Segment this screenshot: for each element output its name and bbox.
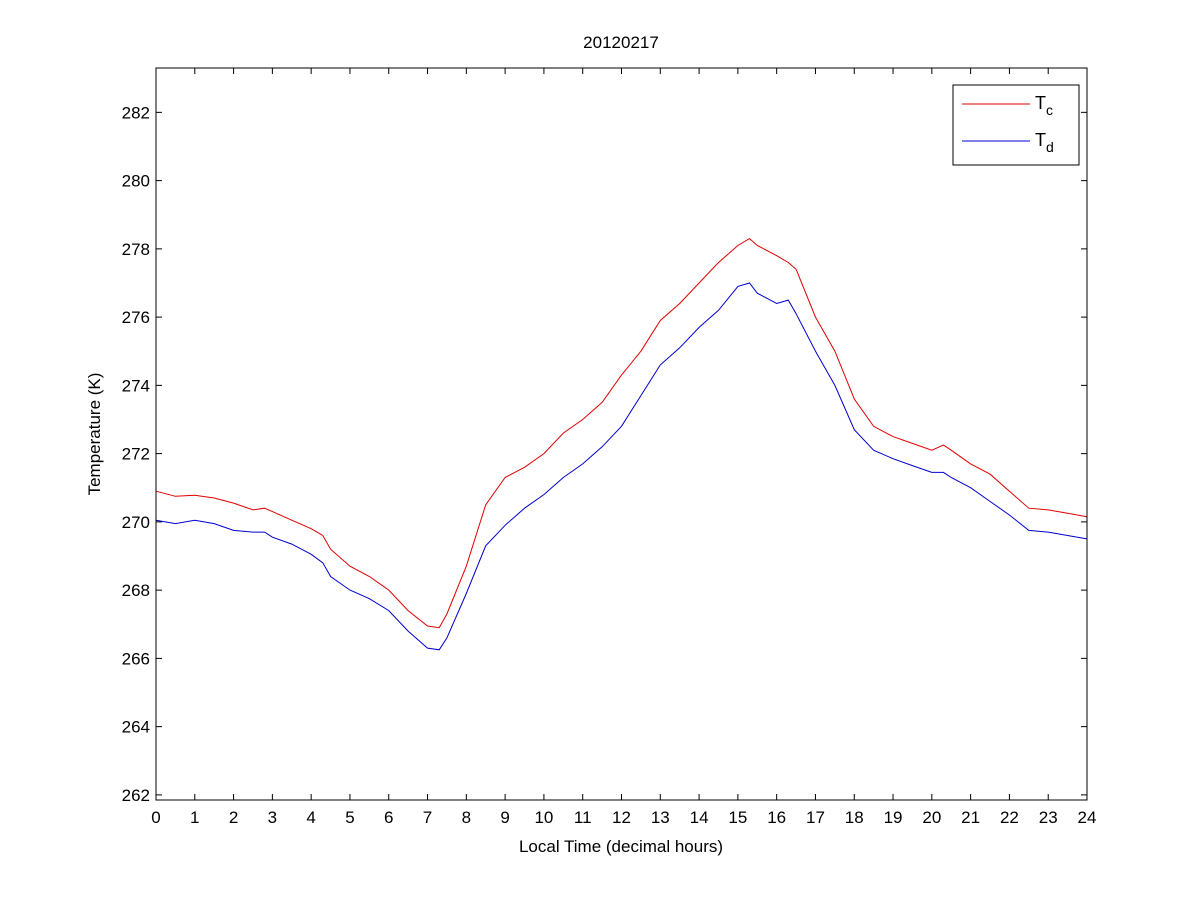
x-tick-label: 1 xyxy=(190,808,199,827)
x-tick-label: 24 xyxy=(1078,808,1097,827)
x-tick-label: 8 xyxy=(462,808,471,827)
y-tick-label: 266 xyxy=(122,649,150,668)
y-tick-label: 274 xyxy=(122,376,150,395)
x-tick-label: 11 xyxy=(574,808,592,827)
y-tick-label: 278 xyxy=(122,240,150,259)
x-tick-label: 23 xyxy=(1039,808,1058,827)
y-tick-label: 262 xyxy=(122,786,150,805)
x-tick-label: 14 xyxy=(690,808,709,827)
x-tick-label: 17 xyxy=(806,808,825,827)
x-tick-label: 9 xyxy=(500,808,509,827)
y-tick-label: 276 xyxy=(122,308,150,327)
legend: Tc Td xyxy=(952,84,1080,166)
x-tick-label: 21 xyxy=(961,808,980,827)
x-tick-label: 16 xyxy=(767,808,786,827)
legend-label: Tc xyxy=(1035,93,1053,118)
y-tick-label: 264 xyxy=(122,718,150,737)
x-tick-label: 20 xyxy=(922,808,941,827)
x-tick-label: 2 xyxy=(229,808,238,827)
x-axis-label: Local Time (decimal hours) xyxy=(519,837,723,856)
x-tick-label: 19 xyxy=(884,808,903,827)
legend-box xyxy=(952,84,1080,166)
x-tick-label: 4 xyxy=(306,808,315,827)
x-tick-label: 5 xyxy=(345,808,354,827)
x-tick-label: 22 xyxy=(1000,808,1019,827)
series-line-Tc xyxy=(155,237,1088,629)
x-tick-label: 13 xyxy=(651,808,670,827)
y-tick-label: 270 xyxy=(122,513,150,532)
x-tick-label: 15 xyxy=(728,808,747,827)
x-tick-label: 12 xyxy=(612,808,631,827)
x-tick-label: 3 xyxy=(268,808,277,827)
x-tick-label: 18 xyxy=(845,808,864,827)
chart-title: 20120217 xyxy=(583,33,659,52)
x-tick-label: 10 xyxy=(534,808,553,827)
y-tick-label: 282 xyxy=(122,103,150,122)
y-tick-label: 280 xyxy=(122,172,150,191)
y-tick-label: 272 xyxy=(122,445,150,464)
y-tick-label: 268 xyxy=(122,581,150,600)
plot-area-frame xyxy=(155,67,1088,801)
x-tick-label: 0 xyxy=(151,808,160,827)
legend-label: Td xyxy=(1035,130,1054,155)
x-tick-label: 7 xyxy=(423,808,432,827)
y-axis-label: Temperature (K) xyxy=(85,373,104,496)
x-tick-label: 6 xyxy=(384,808,393,827)
series-line-Td xyxy=(155,282,1088,651)
